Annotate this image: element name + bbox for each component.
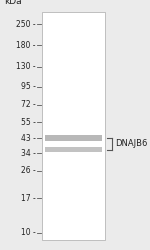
Text: 180 -: 180 - xyxy=(16,41,36,50)
Text: DNAJB6: DNAJB6 xyxy=(115,140,147,148)
Text: 250 -: 250 - xyxy=(16,20,36,29)
Bar xyxy=(45,136,102,141)
Bar xyxy=(45,147,102,152)
Text: kDa: kDa xyxy=(4,0,22,6)
Text: 130 -: 130 - xyxy=(16,62,36,71)
Text: 34 -: 34 - xyxy=(21,149,36,158)
Bar xyxy=(42,12,105,240)
Text: 95 -: 95 - xyxy=(21,82,36,91)
Text: 26 -: 26 - xyxy=(21,166,36,175)
Text: 43 -: 43 - xyxy=(21,134,36,143)
Text: 17 -: 17 - xyxy=(21,194,36,203)
Text: 10 -: 10 - xyxy=(21,228,36,237)
Text: 55 -: 55 - xyxy=(21,118,36,127)
Text: 72 -: 72 - xyxy=(21,100,36,109)
